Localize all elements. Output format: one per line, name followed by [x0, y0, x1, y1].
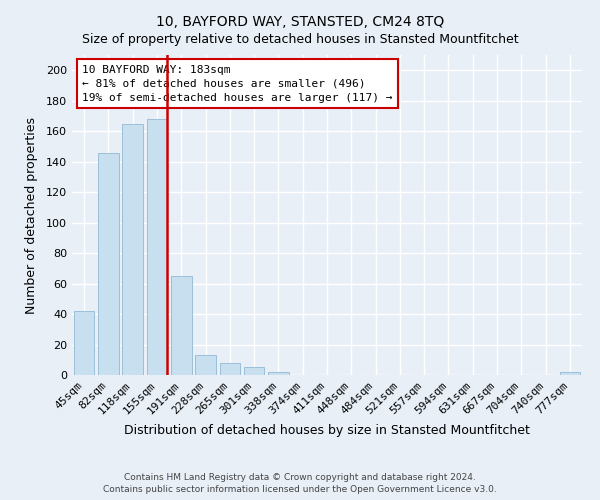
Bar: [74, 311, 94, 375]
Text: Size of property relative to detached houses in Stansted Mountfitchet: Size of property relative to detached ho…: [82, 32, 518, 46]
Text: Contains HM Land Registry data © Crown copyright and database right 2024.
Contai: Contains HM Land Registry data © Crown c…: [103, 472, 497, 494]
X-axis label: Distribution of detached houses by size in Stansted Mountfitchet: Distribution of detached houses by size …: [124, 424, 530, 437]
Bar: [560, 372, 580, 375]
Bar: [220, 363, 240, 375]
Text: 10, BAYFORD WAY, STANSTED, CM24 8TQ: 10, BAYFORD WAY, STANSTED, CM24 8TQ: [156, 15, 444, 29]
Bar: [171, 276, 191, 375]
Bar: [195, 355, 216, 375]
Bar: [122, 124, 143, 375]
Bar: [244, 368, 265, 375]
Text: 10 BAYFORD WAY: 183sqm
← 81% of detached houses are smaller (496)
19% of semi-de: 10 BAYFORD WAY: 183sqm ← 81% of detached…: [82, 64, 392, 102]
Bar: [98, 152, 119, 375]
Bar: [146, 119, 167, 375]
Bar: [268, 372, 289, 375]
Y-axis label: Number of detached properties: Number of detached properties: [25, 116, 38, 314]
